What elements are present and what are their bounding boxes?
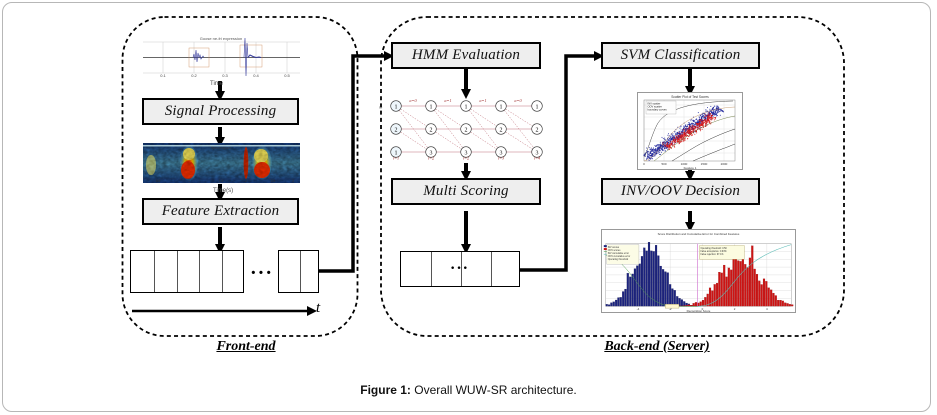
svg-text:boundary curves: boundary curves — [648, 108, 668, 112]
svg-text:2: 2 — [395, 127, 398, 133]
svg-text:Recognition Score: Recognition Score — [687, 309, 711, 313]
svg-text:1500: 1500 — [701, 162, 708, 166]
svg-text:1.5: 1.5 — [219, 179, 224, 183]
svg-text:-2: -2 — [669, 307, 672, 311]
svg-text:1: 1 — [430, 104, 433, 110]
svg-text:OOV cumulative error: OOV cumulative error — [608, 255, 631, 258]
svg-text:2.5: 2.5 — [271, 179, 276, 183]
svg-text:OOV scores: OOV scores — [608, 249, 622, 252]
svg-text:0.5: 0.5 — [284, 73, 290, 78]
svg-text:Goose ne-fri expression: Goose ne-fri expression — [200, 36, 242, 41]
svg-text:INV cumulative error: INV cumulative error — [608, 252, 629, 255]
svg-text:1: 1 — [500, 104, 503, 110]
svg-text:a=1: a=1 — [479, 98, 486, 103]
svg-text:Operating threshold: 0.50: Operating threshold: 0.50 — [700, 247, 727, 250]
svg-text:2: 2 — [430, 127, 433, 133]
svg-text:0.2: 0.2 — [191, 73, 197, 78]
svg-text:2000: 2000 — [721, 162, 728, 166]
svg-text:t=4: t=4 — [534, 156, 541, 161]
svg-text:3: 3 — [292, 179, 294, 183]
svg-text:Spectrogram: Spectrogram — [211, 146, 232, 150]
svg-text:1: 1 — [188, 179, 190, 183]
svg-text:2: 2 — [536, 127, 539, 133]
svg-text:1: 1 — [465, 104, 468, 110]
svg-text:t=1: t=1 — [393, 156, 399, 161]
svg-text:t=3: t=3 — [498, 156, 504, 161]
svg-text:4: 4 — [766, 307, 768, 311]
svg-text:2: 2 — [245, 179, 247, 183]
svg-text:Score Distribution and Cumulat: Score Distribution and Cumulative Error … — [658, 232, 740, 236]
svg-text:2: 2 — [500, 127, 503, 133]
svg-text:Scatter Plot of Test Scores: Scatter Plot of Test Scores — [671, 95, 709, 99]
svg-text:False acceptance: 0.93%: False acceptance: 0.93% — [700, 250, 726, 253]
svg-text:0.3: 0.3 — [222, 73, 228, 78]
svg-text:Operating threshold: Operating threshold — [608, 258, 629, 261]
svg-text:a=1: a=1 — [444, 98, 451, 103]
svg-text:t=2: t=2 — [463, 156, 470, 161]
svg-text:500: 500 — [661, 162, 666, 166]
svg-text:2: 2 — [734, 307, 736, 311]
svg-text:a=0: a=0 — [409, 98, 417, 103]
svg-text:0: 0 — [643, 162, 645, 166]
svg-text:0.1: 0.1 — [160, 73, 166, 78]
svg-text:False rejection: 97.1%: False rejection: 97.1% — [700, 253, 723, 256]
svg-text:-4: -4 — [637, 307, 640, 311]
svg-text:0.5: 0.5 — [156, 179, 161, 183]
svg-text:INV scores: INV scores — [608, 246, 620, 249]
svg-text:0.4: 0.4 — [253, 73, 259, 78]
svg-text:1: 1 — [536, 104, 539, 110]
svg-text:2: 2 — [465, 127, 468, 133]
svg-text:xₜ: xₜ — [378, 105, 383, 110]
svg-text:1: 1 — [395, 104, 398, 110]
svg-text:t=2: t=2 — [428, 156, 435, 161]
svg-text:Feature 1: Feature 1 — [684, 166, 697, 170]
svg-text:a=0: a=0 — [514, 98, 522, 103]
